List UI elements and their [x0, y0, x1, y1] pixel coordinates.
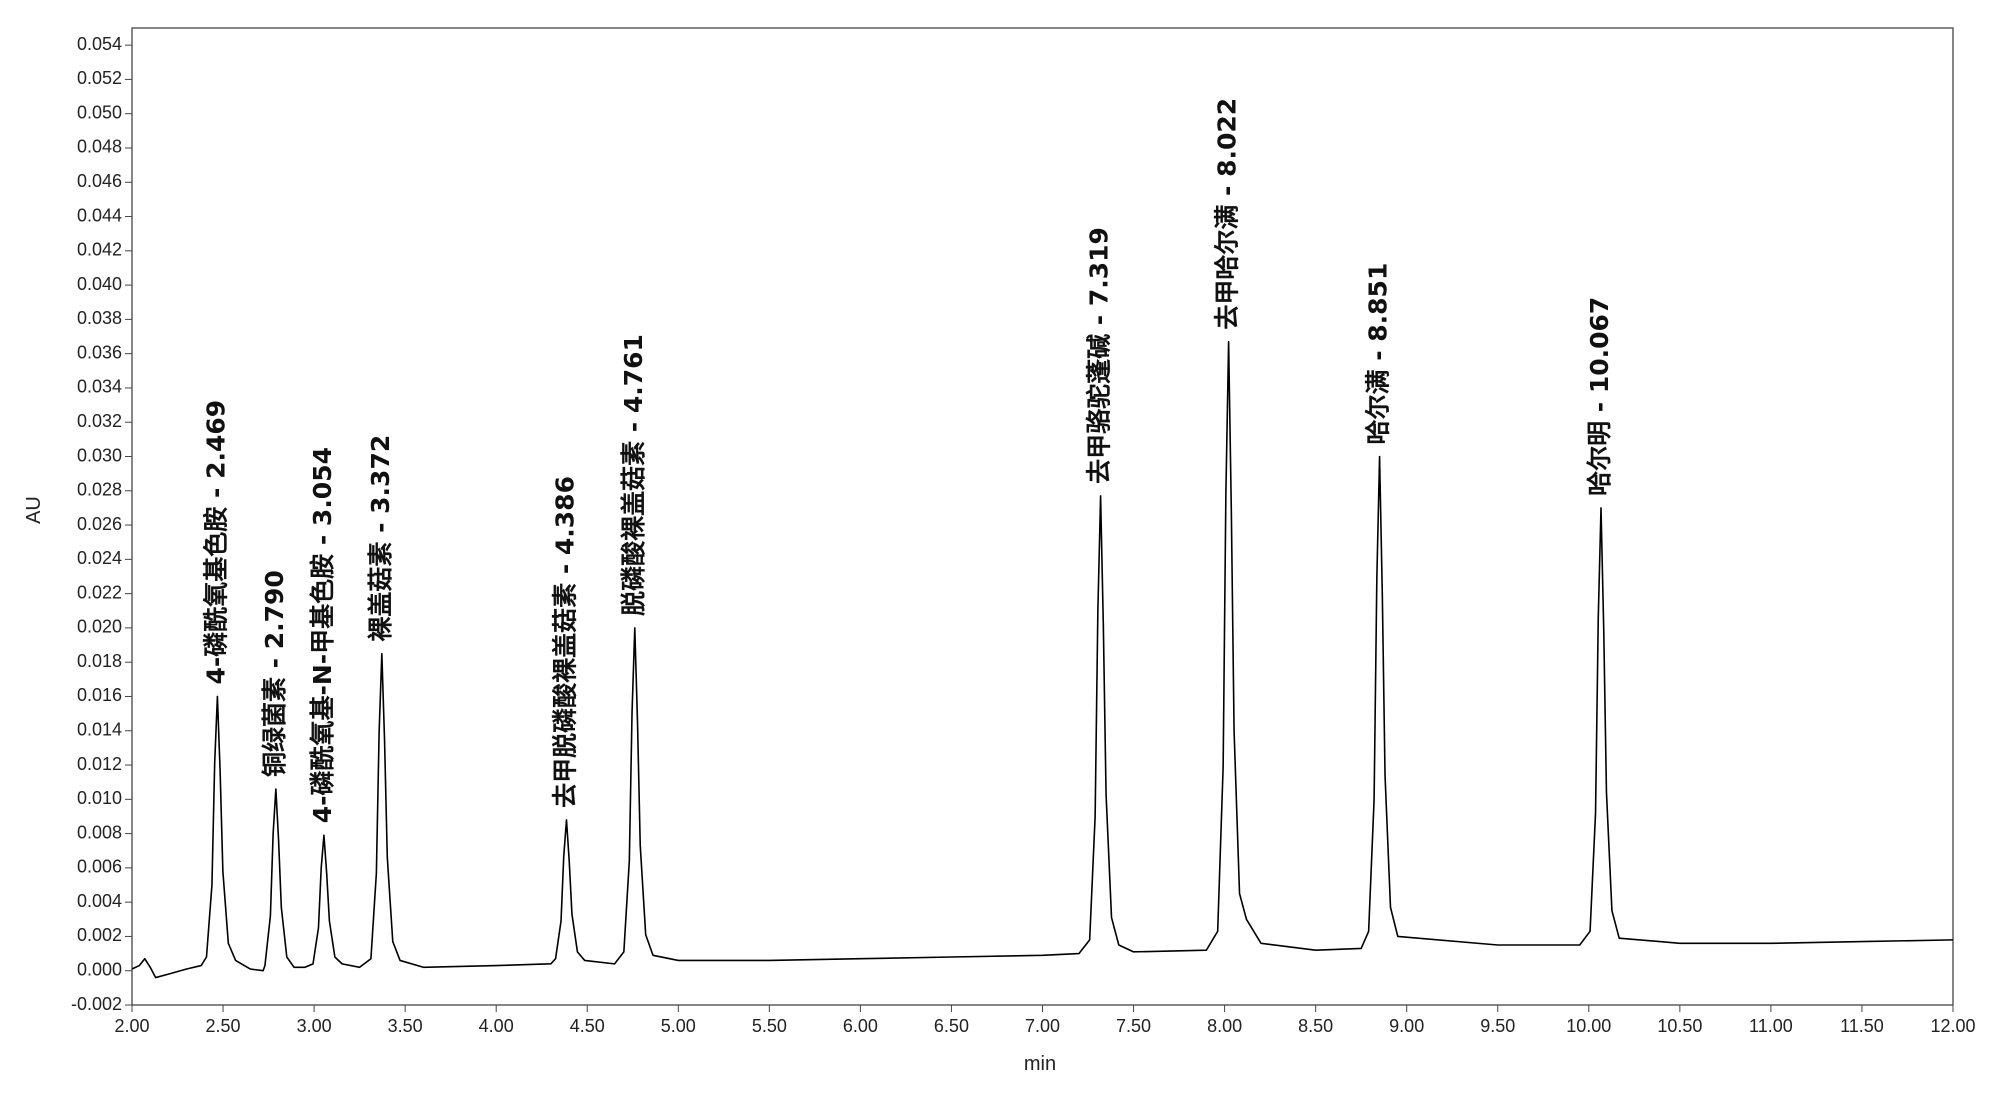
- y-tick-label: 0.004: [77, 891, 122, 911]
- x-tick-label: 5.00: [661, 1016, 696, 1036]
- x-tick-label: 11.00: [1749, 1016, 1793, 1036]
- x-tick-label: 10.00: [1566, 1016, 1611, 1036]
- y-tick-label: 0.044: [77, 205, 122, 225]
- x-axis-label: min: [1024, 1053, 1056, 1075]
- x-tick-label: 4.00: [479, 1016, 514, 1036]
- peak-label: 去甲哈尔满 - 8.022: [1213, 98, 1242, 330]
- y-tick-label: 0.026: [77, 514, 122, 534]
- peak-label: 哈尔明 - 10.067: [1585, 297, 1614, 496]
- y-tick-label: 0.034: [77, 377, 122, 397]
- x-tick-label: 4.50: [570, 1016, 605, 1036]
- y-tick-label: 0.048: [77, 137, 122, 157]
- y-tick-label: 0.054: [77, 34, 122, 54]
- peak-label: 去甲骆驼蓬碱 - 7.319: [1085, 227, 1114, 484]
- plot-frame: [131, 27, 1954, 1006]
- peak-label: 裸盖菇素 - 3.372: [366, 435, 395, 642]
- x-tick-label: 11.50: [1840, 1016, 1884, 1036]
- y-tick-label: 0.022: [77, 582, 122, 602]
- peak-label: 哈尔满 - 8.851: [1364, 263, 1393, 445]
- y-tick-label: 0.052: [77, 68, 122, 88]
- x-tick-label: 6.50: [934, 1016, 969, 1036]
- y-tick-label: 0.032: [77, 411, 122, 431]
- x-tick-label: 2.00: [114, 1016, 149, 1036]
- y-tick-label: 0.028: [77, 480, 122, 500]
- x-tick-label: 12.00: [1930, 1016, 1975, 1036]
- peak-label: 4-磷酰氧基色胺 - 2.469: [201, 400, 230, 685]
- x-tick-label: 9.00: [1389, 1016, 1424, 1036]
- y-tick-label: 0.012: [77, 754, 122, 774]
- y-tick-label: 0.040: [77, 274, 122, 294]
- y-tick-label: -0.002: [71, 994, 122, 1014]
- y-tick-label: 0.010: [77, 788, 122, 808]
- x-tick-label: 6.00: [843, 1016, 878, 1036]
- trace: [131, 340, 1954, 979]
- x-tick-label: 3.00: [297, 1016, 332, 1036]
- x-tick-label: 2.50: [206, 1016, 241, 1036]
- y-tick-label: 0.030: [77, 445, 122, 465]
- x-tick-label: 9.50: [1480, 1016, 1515, 1036]
- y-tick-label: 0.006: [77, 857, 122, 877]
- y-tick-label: 0.000: [77, 959, 122, 979]
- peak-label: 去甲脱磷酸裸盖菇素 - 4.386: [550, 476, 579, 808]
- y-tick-label: 0.038: [77, 308, 122, 328]
- y-tick-label: 0.042: [77, 240, 122, 260]
- y-tick-label: 0.008: [77, 822, 122, 842]
- y-tick-label: 0.018: [77, 651, 122, 671]
- x-tick-label: 7.00: [1025, 1016, 1060, 1036]
- y-tick-label: 0.020: [77, 617, 122, 637]
- x-tick-label: 7.50: [1116, 1016, 1151, 1036]
- y-tick-label: 0.014: [77, 720, 122, 740]
- peak-label: 脱磷酸裸盖菇素 - 4.761: [619, 334, 648, 616]
- x-tick-label: 5.50: [752, 1016, 787, 1036]
- y-tick-label: 0.046: [77, 171, 122, 191]
- y-tick-label: 0.016: [77, 685, 122, 705]
- x-tick-label: 8.00: [1207, 1016, 1242, 1036]
- y-tick-label: 0.050: [77, 102, 122, 122]
- y-tick-label: 0.024: [77, 548, 122, 568]
- peak-label: 铜绿菌素 - 2.790: [260, 570, 289, 777]
- x-tick-label: 10.50: [1657, 1016, 1702, 1036]
- peak-label: 4-磷酰氧基-N-甲基色胺 - 3.054: [308, 447, 337, 823]
- y-tick-label: 0.002: [77, 925, 122, 945]
- x-tick-label: 8.50: [1298, 1016, 1333, 1036]
- y-axis-label: AU: [23, 496, 45, 524]
- y-tick-label: 0.036: [77, 342, 122, 362]
- x-tick-label: 3.50: [388, 1016, 423, 1036]
